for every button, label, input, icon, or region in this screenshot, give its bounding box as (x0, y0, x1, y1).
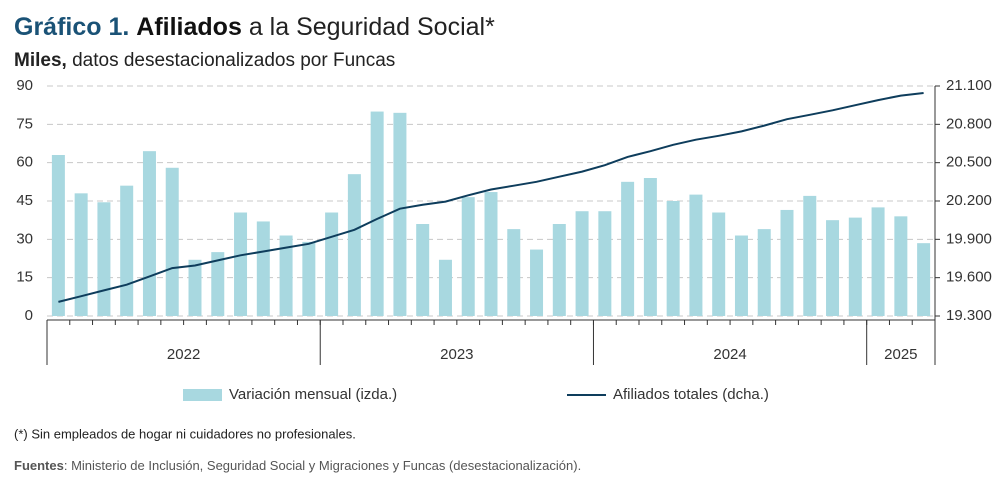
bar (826, 220, 840, 316)
bar (97, 202, 111, 316)
bar (552, 224, 566, 316)
bar (712, 212, 726, 316)
bar (689, 194, 703, 316)
bar (803, 195, 817, 316)
y-tick-label: 15 (16, 269, 33, 286)
x-group-label: 2024 (713, 346, 746, 363)
bar (598, 211, 612, 316)
y-tick-label: 45 (16, 192, 33, 209)
source-text: : Ministerio de Inclusión, Seguridad Soc… (64, 458, 581, 473)
legend-label: Afiliados totales (dcha.) (613, 386, 769, 403)
y2-tick-label: 21.100 (946, 77, 992, 94)
line-series (58, 92, 924, 303)
bar (188, 259, 202, 316)
bar (871, 207, 885, 316)
x-group-label: 2023 (440, 346, 473, 363)
legend-label: Variación mensual (izda.) (229, 386, 397, 403)
y-tick-label: 0 (25, 307, 33, 324)
bar (370, 111, 384, 316)
bar (325, 212, 339, 316)
bar (438, 259, 452, 316)
bar (165, 167, 179, 316)
legend-swatch (183, 389, 222, 401)
bar (461, 197, 475, 316)
bar (120, 185, 134, 316)
bar (74, 193, 88, 316)
y2-tick-label: 20.200 (946, 192, 992, 209)
y2-tick-label: 19.600 (946, 269, 992, 286)
y-tick-label: 90 (16, 77, 33, 94)
y-tick-label: 30 (16, 230, 33, 247)
y2-tick-label: 19.300 (946, 307, 992, 324)
bar (142, 151, 156, 316)
bar (416, 224, 430, 316)
title-rest: a la Seguridad Social* (249, 13, 495, 41)
y-tick-label: 75 (16, 115, 33, 132)
source: Fuentes: Ministerio de Inclusión, Seguri… (14, 458, 581, 473)
bar (757, 229, 771, 316)
x-group-label: 2022 (167, 346, 200, 363)
bar (393, 112, 407, 316)
footnote: (*) Sin empleados de hogar ni cuidadores… (14, 426, 356, 441)
bar (643, 178, 657, 316)
bar (530, 249, 544, 316)
title-number: Gráfico 1. (14, 13, 129, 41)
bar (575, 211, 589, 316)
bar (780, 209, 794, 316)
bar (302, 241, 316, 316)
y-tick-label: 60 (16, 154, 33, 171)
bar (507, 229, 521, 316)
subtitle-rest: datos desestacionalizados por Funcas (72, 50, 395, 71)
bar (666, 201, 680, 316)
bar (256, 221, 270, 316)
subtitle: Miles, datos desestacionalizados por Fun… (14, 50, 395, 71)
y2-tick-label: 20.800 (946, 115, 992, 132)
source-label: Fuentes (14, 458, 64, 473)
bar (894, 216, 908, 316)
title-bold: Afiliados (136, 13, 242, 41)
bar (347, 174, 361, 316)
bar (51, 155, 65, 316)
bar (917, 243, 931, 316)
subtitle-bold: Miles, (14, 50, 67, 71)
y2-tick-label: 20.500 (946, 154, 992, 171)
bar (279, 235, 293, 316)
bar (734, 235, 748, 316)
chart-title: Gráfico 1. Afiliados a la Seguridad Soci… (14, 13, 495, 41)
x-group-label: 2025 (884, 346, 917, 363)
bar (484, 192, 498, 316)
bar (211, 252, 225, 316)
y2-tick-label: 19.900 (946, 230, 992, 247)
bar (234, 212, 248, 316)
bar (848, 217, 862, 316)
bar (621, 181, 635, 316)
